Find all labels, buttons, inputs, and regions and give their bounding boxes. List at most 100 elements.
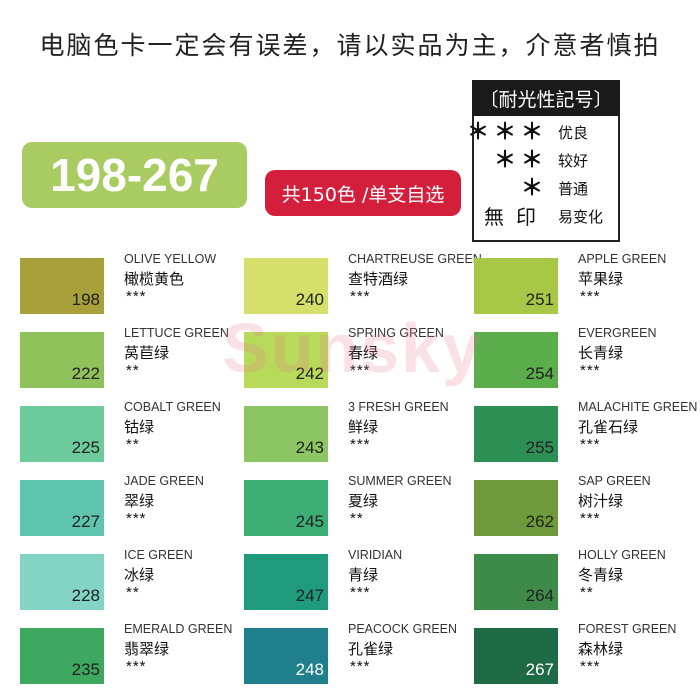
english-name: ICE GREEN — [124, 548, 193, 562]
swatch-item: 240 CHARTREUSE GREEN 查特酒绿 *** — [244, 252, 482, 318]
color-number: 235 — [71, 660, 100, 679]
color-number: 227 — [71, 512, 100, 531]
english-name: PEACOCK GREEN — [348, 622, 458, 636]
watermark: Sunsky — [222, 309, 483, 387]
swatch-item: 247 VIRIDIAN 青绿 *** — [244, 548, 469, 614]
legend-label: 普通 — [558, 180, 589, 198]
chinese-name: 钴绿 — [124, 418, 155, 436]
lightfastness-rating: *** — [350, 658, 371, 675]
range-badge: 198-267 — [22, 142, 247, 208]
color-number: 247 — [295, 586, 324, 605]
lightfastness-rating: *** — [580, 362, 601, 379]
color-number: 267 — [525, 660, 554, 679]
legend-row-excellent: ＊＊＊ 优良 — [467, 120, 618, 146]
legend-symbol: 無印 — [484, 205, 548, 229]
color-chip: 227 — [20, 480, 104, 536]
color-number: 225 — [71, 438, 100, 457]
swatch-item: 198 OLIVE YELLOW 橄榄黄色 *** — [20, 252, 245, 318]
lightfastness-legend: 〔耐光性記号〕 ＊＊＊ 优良 ＊＊ 较好 ＊ 普通 無印 易变化 — [467, 80, 620, 242]
chinese-name: 冰绿 — [124, 566, 155, 584]
legend-title: 〔耐光性記号〕 — [472, 80, 620, 116]
swatch-item: 245 SUMMER GREEN 夏绿 ** — [244, 474, 469, 540]
swatch-item: 235 EMERALD GREEN 翡翠绿 *** — [20, 622, 245, 688]
color-number: 240 — [295, 290, 324, 309]
lightfastness-rating: *** — [580, 288, 601, 305]
color-number: 222 — [71, 364, 100, 383]
chinese-name: 翡翠绿 — [124, 640, 170, 658]
swatch-item: 225 COBALT GREEN 钴绿 ** — [20, 400, 245, 466]
color-chip: 228 — [20, 554, 104, 610]
swatch-item: 262 SAP GREEN 树汁绿 *** — [474, 474, 699, 540]
color-number: 254 — [525, 364, 554, 383]
color-chip: 247 — [244, 554, 328, 610]
english-name: VIRIDIAN — [348, 548, 403, 562]
chinese-name: 树汁绿 — [578, 492, 624, 510]
legend-symbol: ＊＊＊ — [466, 120, 548, 145]
swatch-item: 255 MALACHITE GREEN 孔雀石绿 *** — [474, 400, 699, 466]
english-name: LETTUCE GREEN — [124, 326, 229, 340]
color-card-notice: 电脑色卡一定会有误差，请以实品为主，介意者慎拍 — [39, 31, 661, 60]
chinese-name: 鲜绿 — [348, 418, 379, 436]
swatch-item: 267 FOREST GREEN 森林绿 *** — [474, 622, 699, 688]
color-number: 248 — [295, 660, 324, 679]
legend-label: 易变化 — [558, 208, 604, 226]
color-chip: 240 — [244, 258, 328, 314]
color-chip: 262 — [474, 480, 558, 536]
legend-label: 优良 — [558, 124, 589, 142]
lightfastness-rating: ** — [126, 436, 140, 453]
legend-symbol: ＊＊ — [493, 148, 548, 173]
lightfastness-rating: ** — [126, 362, 140, 379]
chinese-name: 苹果绿 — [578, 270, 624, 288]
color-chip: 198 — [20, 258, 104, 314]
chinese-name: 莴苣绿 — [124, 344, 170, 362]
legend-label: 较好 — [558, 152, 589, 170]
chinese-name: 长青绿 — [578, 344, 624, 362]
chinese-name: 孔雀石绿 — [578, 418, 639, 436]
chinese-name: 翠绿 — [124, 492, 155, 510]
swatch-item: 254 EVERGREEN 长青绿 *** — [474, 326, 699, 392]
chinese-name: 春绿 — [348, 344, 379, 362]
chinese-name: 夏绿 — [348, 492, 379, 510]
english-name: FOREST GREEN — [578, 622, 677, 636]
swatch-item: 228 ICE GREEN 冰绿 ** — [20, 548, 245, 614]
lightfastness-rating: *** — [126, 288, 147, 305]
lightfastness-rating: *** — [126, 510, 147, 527]
color-number: 262 — [525, 512, 554, 531]
chinese-name: 森林绿 — [578, 640, 624, 658]
lightfastness-rating: ** — [350, 510, 364, 527]
color-chip: 225 — [20, 406, 104, 462]
lightfastness-rating: *** — [580, 436, 601, 453]
lightfastness-rating: *** — [350, 436, 371, 453]
english-name: SAP GREEN — [578, 474, 651, 488]
color-number: 243 — [295, 438, 324, 457]
lightfastness-rating: *** — [580, 658, 601, 675]
english-name: EVERGREEN — [578, 326, 657, 340]
english-name: COBALT GREEN — [124, 400, 221, 414]
color-number: 198 — [71, 290, 100, 309]
color-number: 255 — [525, 438, 554, 457]
chinese-name: 孔雀绿 — [348, 640, 394, 658]
english-name: MALACHITE GREEN — [578, 400, 698, 414]
color-chip: 264 — [474, 554, 558, 610]
swatch-item: 227 JADE GREEN 翠绿 *** — [20, 474, 245, 540]
english-name: CHARTREUSE GREEN — [348, 252, 482, 266]
english-name: OLIVE YELLOW — [124, 252, 217, 266]
lightfastness-rating: *** — [350, 584, 371, 601]
lightfastness-rating: ** — [580, 584, 594, 601]
color-chip: 255 — [474, 406, 558, 462]
color-number: 251 — [525, 290, 554, 309]
color-number: 228 — [71, 586, 100, 605]
color-chip: 222 — [20, 332, 104, 388]
english-name: APPLE GREEN — [578, 252, 667, 266]
color-chip: 245 — [244, 480, 328, 536]
lightfastness-rating: *** — [350, 362, 371, 379]
lightfastness-rating: *** — [580, 510, 601, 527]
swatch-item: 222 LETTUCE GREEN 莴苣绿 ** — [20, 326, 245, 392]
color-chip: 254 — [474, 332, 558, 388]
lightfastness-rating: *** — [126, 658, 147, 675]
swatch-item: 243 3 FRESH GREEN 鲜绿 *** — [244, 400, 469, 466]
legend-row-normal: ＊ 普通 — [474, 176, 618, 202]
lightfastness-rating: ** — [126, 584, 140, 601]
color-chip: 248 — [244, 628, 328, 684]
swatch-item: 248 PEACOCK GREEN 孔雀绿 *** — [244, 622, 469, 688]
